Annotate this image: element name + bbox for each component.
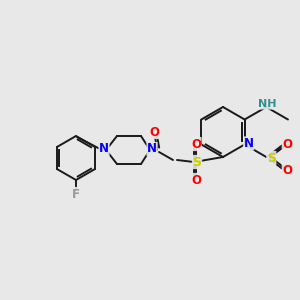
- Text: O: O: [191, 173, 201, 187]
- Text: N: N: [147, 142, 157, 155]
- Text: O: O: [191, 137, 201, 151]
- Text: O: O: [149, 125, 159, 139]
- Text: S: S: [193, 155, 202, 169]
- Text: N: N: [244, 137, 254, 150]
- Text: N: N: [99, 142, 109, 155]
- Text: F: F: [72, 188, 80, 200]
- Text: O: O: [282, 164, 292, 176]
- Text: NH: NH: [258, 99, 277, 109]
- Text: O: O: [282, 137, 292, 151]
- Text: S: S: [267, 152, 276, 164]
